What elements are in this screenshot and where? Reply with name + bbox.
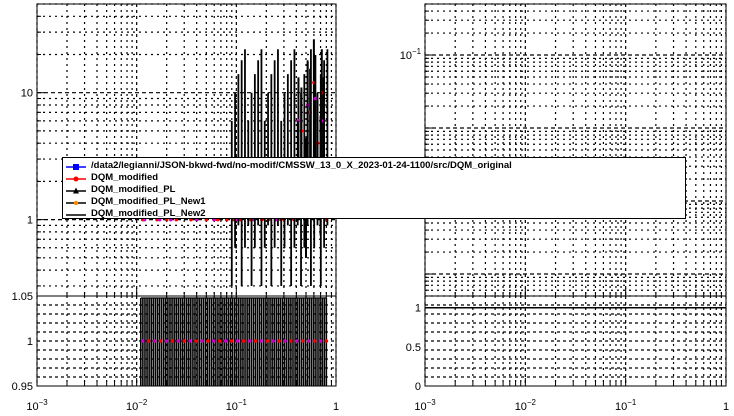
ratio-point [312,339,317,343]
y-tick-label: 1 [415,303,421,315]
ratio-point [283,339,287,343]
ratio-point [277,339,281,343]
ratio-point [318,339,323,343]
x-tick-label: 10−1 [615,398,637,413]
ratio-point [253,339,258,343]
x-tick-label: 10−3 [26,398,48,413]
legend-marker-black-triangle [66,187,86,194]
ratio-point [188,339,192,343]
legend-label-modified-pl-new2: DQM_modified_PL_New2 [91,208,206,219]
legend-label-modified-pl: DQM_modified_PL [91,184,176,195]
x-tick-label: 10−2 [515,398,536,413]
data-point [313,96,318,101]
ratio-point [200,339,204,343]
legend-marker-black-line [66,214,86,216]
y-tick-label: 0 [415,381,421,393]
y-tick-label: 1 [27,215,33,227]
panel-top-right [424,3,727,297]
x-tick-label: 1 [333,401,339,413]
ratio-point [306,339,311,343]
ratio-point [300,339,305,343]
y-tick-label: 1 [27,336,33,348]
x-tick-label: 10−2 [126,398,147,413]
legend-entry-modified-pl: DQM_modified_PL [63,184,685,197]
ratio-point [194,339,198,343]
ratio-point [217,339,222,343]
ratio-point [211,339,216,343]
legend-marker-red-circle [66,176,86,182]
panel-bottom-right [424,295,727,387]
legend-entry-original: /data2/legianni/JSON-bkwd-fwd/no-modif/C… [63,160,685,173]
plot-frame [424,295,727,387]
legend-marker-blue-square [66,164,86,170]
legend-label-modified: DQM_modified [91,172,159,183]
ratio-point [158,339,163,343]
ratio-point [164,339,169,343]
ratio-point [247,339,252,343]
ratio-point [229,339,234,343]
y-tick-label: 0.95 [12,381,33,393]
y-tick-label: 0.5 [406,342,421,354]
y-tick-label: 1.05 [12,291,33,303]
ratio-point [182,339,186,343]
ratio-point [140,339,145,343]
ratio-point [235,339,240,343]
x-tick-label: 10−1 [226,398,248,413]
legend-label-modified-pl-new1: DQM_modified_PL_New1 [91,196,206,207]
ratio-point [289,339,293,343]
legend-entry-modified-pl-new2: DQM_modified_PL_New2 [63,208,685,221]
x-tick-label: 1 [723,401,729,413]
legend-entry-modified-pl-new1: DQM_modified_PL_New1 [63,196,685,209]
legend-marker-orange-circle [66,200,86,206]
ratio-point [206,339,210,343]
legend-label-original: /data2/legianni/JSON-bkwd-fwd/no-modif/C… [91,160,512,171]
legend: /data2/legianni/JSON-bkwd-fwd/no-modif/C… [62,157,686,219]
ratio-point [241,339,246,343]
ratio-point [324,339,329,343]
ratio-point [176,339,181,343]
ratio-point [271,339,275,343]
ratio-point [152,339,157,343]
legend-entry-modified: DQM_modified [63,172,685,185]
ratio-point [265,339,269,343]
ratio-point [223,339,228,343]
x-tick-label: 10−3 [414,398,436,413]
ratio-point [259,339,263,343]
y-tick-label: 10 [21,88,33,100]
ratio-point [294,339,299,343]
ratio-point [146,339,151,343]
ratio-point [170,339,175,343]
panel-bottom-left [36,295,337,387]
y-tick-label: 10−1 [400,47,422,62]
